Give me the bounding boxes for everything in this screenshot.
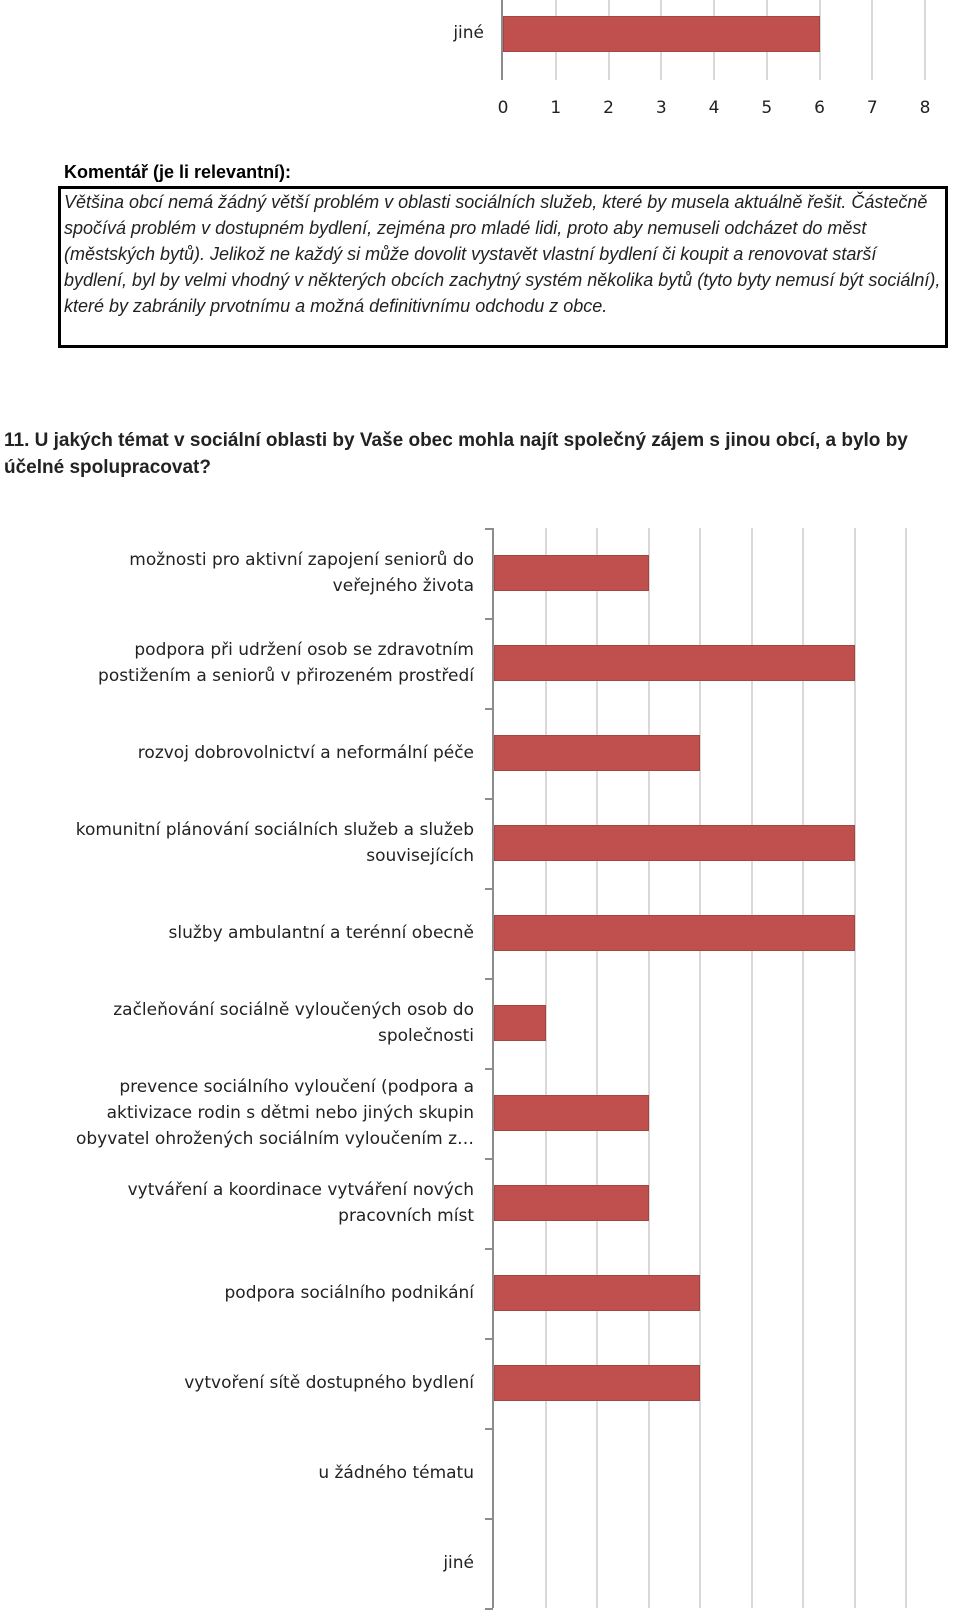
- main-chart-bar: [494, 645, 855, 681]
- main-chart-category-label-line: začleňování sociálně vyloučených osob do: [113, 1000, 474, 1020]
- main-chart-category-label-line: vytváření a koordinace vytváření nových: [127, 1180, 474, 1200]
- top-chart-gridline: [871, 0, 874, 80]
- main-chart-category-label-line: vytvoření sítě dostupného bydlení: [184, 1373, 474, 1393]
- main-chart-bar: [494, 1095, 649, 1131]
- main-chart-axis-tick: [485, 1338, 493, 1340]
- top-chart-x-tick-label: 8: [919, 98, 931, 118]
- main-chart-category-label-line: možnosti pro aktivní zapojení seniorů do: [129, 550, 474, 570]
- top-chart-x-tick-label: 0: [497, 98, 509, 118]
- main-chart-category-label: vytvoření sítě dostupného bydlení: [20, 1370, 474, 1396]
- main-chart-category-label-line: společnosti: [378, 1026, 474, 1046]
- top-chart-category-label: jiné: [453, 23, 484, 43]
- main-chart-gridline: [544, 528, 547, 1608]
- main-chart-bar: [494, 735, 700, 771]
- main-chart-category-label: prevence sociálního vyloučení (podpora a…: [20, 1074, 474, 1152]
- main-chart-axis-tick: [485, 798, 493, 800]
- main-chart-category-label-line: aktivizace rodin s dětmi nebo jiných sku…: [106, 1103, 474, 1123]
- top-chart-x-tick-label: 5: [761, 98, 773, 118]
- main-chart-category-label: u žádného tématu: [20, 1460, 474, 1486]
- top-chart-x-tick-label: 7: [866, 98, 878, 118]
- comment-box: [58, 186, 948, 348]
- main-chart-gridline: [596, 528, 598, 1608]
- main-chart-category-label-line: prevence sociálního vyloučení (podpora a: [119, 1077, 474, 1097]
- main-chart-category-label: vytváření a koordinace vytváření nových p…: [20, 1177, 474, 1229]
- main-chart-bar: [494, 1185, 649, 1221]
- main-chart-category-label-line: veřejného života: [332, 576, 474, 596]
- main-chart-category-label-line: postižením a seniorů v přirozeném prostř…: [98, 666, 474, 686]
- main-chart-gridline: [750, 528, 753, 1608]
- main-chart-category-label: jiné: [20, 1550, 474, 1576]
- main-chart-bar: [494, 1275, 700, 1311]
- main-chart-axis-tick: [485, 1158, 493, 1160]
- main-chart-bar: [494, 555, 649, 591]
- main-chart-axis-tick: [485, 978, 493, 980]
- main-chart-category-label-line: komunitní plánování sociálních služeb a …: [75, 820, 474, 840]
- main-chart-axis-tick: [485, 888, 493, 890]
- main-chart-bar: [494, 1005, 546, 1041]
- main-chart-category-label-line: u žádného tématu: [318, 1463, 474, 1483]
- main-chart-axis-tick: [485, 1068, 493, 1070]
- top-chart-x-tick-label: 3: [655, 98, 667, 118]
- top-chart-x-tick-label: 1: [550, 98, 562, 118]
- main-chart-category-label: začleňování sociálně vyloučených osob do…: [20, 997, 474, 1049]
- main-chart-category-label: služby ambulantní a terénní obecně: [20, 920, 475, 946]
- top-chart-x-tick-label: 2: [603, 98, 614, 118]
- main-chart-axis-tick: [485, 528, 493, 530]
- main-chart-category-label: podpora při udržení osob se zdravotním po…: [20, 637, 474, 689]
- main-chart-axis-tick: [485, 1248, 493, 1250]
- main-chart-category-label-line: podpora sociálního podnikání: [224, 1283, 474, 1303]
- main-chart-category-label-line: obyvatel ohrožených sociálním vyloučením…: [75, 1129, 474, 1149]
- main-chart-category-label-line: rozvoj dobrovolnictví a neformální péče: [137, 743, 474, 763]
- top-chart-x-tick-label: 4: [708, 98, 720, 118]
- top-chart-bar: [503, 16, 820, 52]
- main-chart-category-label-line: jiné: [443, 1553, 474, 1573]
- main-chart-category-label-line: podpora při udržení osob se zdravotním: [134, 640, 474, 660]
- main-chart-bar: [494, 915, 855, 951]
- main-chart-y-axis: [492, 528, 494, 1608]
- main-chart-axis-tick: [485, 618, 493, 620]
- main-chart-gridline: [802, 528, 804, 1608]
- main-chart-axis-tick: [485, 1428, 493, 1430]
- main-chart-category-label-line: služby ambulantní a terénní obecně: [168, 923, 475, 943]
- main-chart-bar: [494, 1365, 700, 1401]
- top-chart-gridline: [818, 0, 821, 80]
- main-chart-category-label-line: souvisejících: [366, 846, 474, 866]
- main-chart-gridline: [905, 528, 907, 1608]
- main-chart-axis-tick: [485, 708, 493, 710]
- comment-text: Většina obcí nemá žádný větší problém v …: [64, 192, 941, 316]
- main-chart-gridline: [699, 528, 701, 1608]
- main-chart-gridline: [853, 528, 856, 1608]
- main-chart-category-label: možnosti pro aktivní zapojení seniorů do…: [20, 547, 474, 599]
- main-chart-bar: [494, 825, 855, 861]
- top-chart-x-tick-label: 6: [814, 98, 825, 118]
- main-chart-category-label: rozvoj dobrovolnictví a neformální péče: [20, 740, 474, 766]
- main-chart-category-label: podpora sociálního podnikání: [20, 1280, 474, 1306]
- main-chart-category-label: komunitní plánování sociálních služeb a …: [20, 817, 474, 869]
- comment-heading: Komentář (je li relevantní):: [64, 162, 292, 182]
- main-chart-category-label-line: pracovních míst: [338, 1206, 474, 1226]
- question-title: 11. U jakých témat v sociální oblasti by…: [4, 430, 908, 478]
- main-chart-axis-tick: [485, 1518, 493, 1520]
- top-chart-gridline: [924, 0, 926, 80]
- main-chart-gridline: [647, 528, 650, 1608]
- top-chart-y-axis: [501, 0, 503, 80]
